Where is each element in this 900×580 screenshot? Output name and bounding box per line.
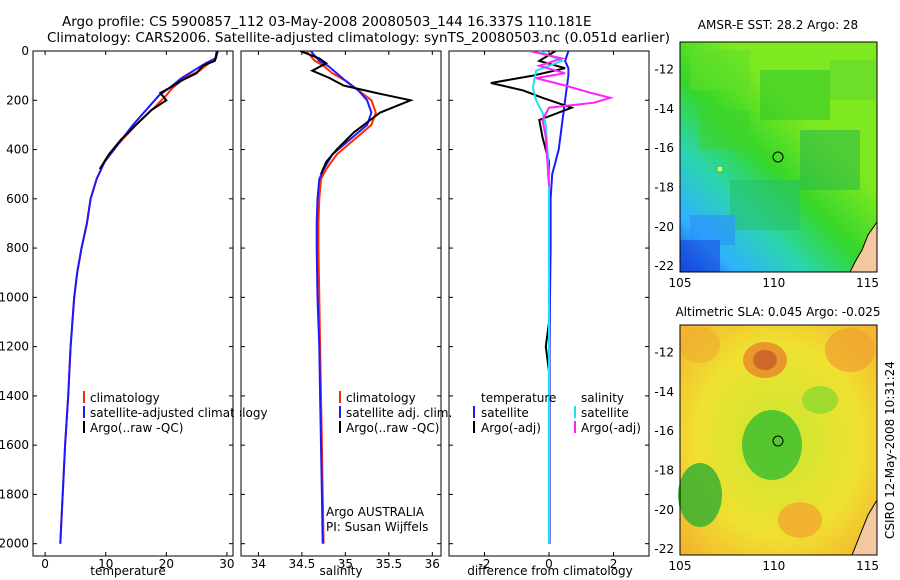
sla-map-title: Altimetric SLA: 0.045 Argo: -0.025 — [675, 305, 880, 319]
salinity-xtick-label: 35 — [338, 557, 353, 571]
sla-map-lat-label: -14 — [654, 385, 674, 399]
sla-high-southeast — [778, 502, 822, 538]
sst-map-lat-label: -14 — [654, 102, 674, 116]
sst-highlight-cell — [718, 167, 722, 171]
salinity-xtick-label: 35.5 — [375, 557, 402, 571]
sst-map-title: AMSR-E SST: 28.2 Argo: 28 — [698, 18, 858, 32]
sla-high-center-core — [753, 350, 777, 370]
sla-map-lat-label: -20 — [654, 503, 674, 517]
sst-patch — [800, 130, 860, 190]
pressure-tick-label: 200 — [6, 93, 29, 107]
side-timestamp: CSIRO 12-May-2008 10:31:24 — [883, 361, 897, 539]
pressure-tick-label: 400 — [6, 143, 29, 157]
sla-map-lon-label: 105 — [669, 559, 692, 573]
legend-title-salinity: salinity — [581, 391, 624, 405]
pressure-tick-label: 1800 — [0, 487, 29, 501]
legend-label-sal-argo: Argo(-adj) — [581, 421, 641, 435]
legend-label-satellite-adjusted: satellite-adjusted climatology — [90, 406, 268, 420]
temperature-series-argo-raw-qc- — [98, 51, 219, 170]
difference-xtick-label: 0 — [545, 557, 553, 571]
salinity-xtick-label: 34 — [251, 557, 266, 571]
difference-axis-label: difference from climatology — [467, 564, 633, 578]
legend-label-climatology: climatology — [90, 391, 160, 405]
pressure-tick-label: 0 — [21, 44, 29, 58]
temperature-axis-label: temperature — [90, 564, 165, 578]
sst-patch — [760, 70, 830, 120]
sst-map-lon-label: 105 — [669, 276, 692, 290]
sst-patch — [700, 110, 750, 150]
axes-gap — [234, 380, 240, 440]
temperature-xtick-label: 0 — [41, 557, 49, 571]
salinity-xtick-label: 34.5 — [289, 557, 316, 571]
sst-map-frame — [679, 41, 878, 273]
temperature-series-satellite-adjusted-climatology — [59, 51, 218, 544]
sla-map-lat-label: -16 — [654, 424, 674, 438]
legend-label-satellite: satellite adj. clim. — [346, 406, 452, 420]
argo-credit-line1: Argo AUSTRALIA — [326, 505, 425, 519]
difference-series-salinity-argo-adj- — [529, 51, 615, 187]
difference-legend: temperature salinity satellite Argo(-adj… — [473, 391, 641, 435]
sst-map-lon-label: 115 — [856, 276, 879, 290]
temperature-xtick-label: 20 — [159, 557, 174, 571]
sla-low-east — [802, 386, 838, 414]
salinity-axes — [240, 50, 442, 557]
sla-high-northwest — [680, 327, 720, 363]
sla-map-frame — [679, 324, 878, 556]
argo-credit-line2: PI: Susan Wijffels — [326, 520, 428, 534]
legend-label-sal-satellite: satellite — [581, 406, 629, 420]
temperature-axes — [32, 50, 234, 557]
pressure-tick-label: 1600 — [0, 438, 29, 452]
sst-patch — [690, 50, 750, 90]
sla-map-lat-label: -12 — [654, 346, 674, 360]
sla-float-marker — [772, 435, 784, 447]
pressure-tick-label: 2000 — [0, 537, 29, 551]
figure-title-line2: Climatology: CARS2006. Satellite-adjuste… — [47, 30, 670, 46]
sla-map-lon-label: 110 — [762, 559, 785, 573]
legend-label-temp-satellite: satellite — [481, 406, 529, 420]
sst-map-lat-label: -22 — [654, 259, 674, 273]
sla-map — [678, 324, 878, 556]
salinity-axis-label: salinity — [319, 564, 362, 578]
temperature-xtick-label: 10 — [98, 557, 113, 571]
pressure-tick-label: 600 — [6, 192, 29, 206]
sla-high-east — [825, 328, 875, 372]
legend-title-temperature: temperature — [481, 391, 556, 405]
sla-low-center — [742, 410, 802, 480]
legend-label-argo: Argo(..raw -QC) — [346, 421, 439, 435]
difference-xtick-label: -2 — [478, 557, 490, 571]
sst-patch — [730, 180, 800, 230]
pressure-tick-label: 1200 — [0, 340, 29, 354]
sst-map-lon-label: 110 — [762, 276, 785, 290]
pressure-tick-label: 800 — [6, 241, 29, 255]
sst-map — [679, 41, 878, 273]
legend-label-climatology: climatology — [346, 391, 416, 405]
salinity-series-satellite-adj-clim- — [309, 51, 373, 544]
salinity-legend: climatology satellite adj. clim. Argo(..… — [326, 391, 452, 534]
pressure-tick-label: 1400 — [0, 389, 29, 403]
sst-map-lat-label: -12 — [654, 63, 674, 77]
sla-map-lat-label: -22 — [654, 542, 674, 556]
sst-float-marker — [772, 151, 784, 163]
temperature-xtick-label: 30 — [219, 557, 234, 571]
figure-title-line1: Argo profile: CS 5900857_112 03-May-2008… — [62, 14, 592, 30]
temperature-legend: climatology satellite-adjusted climatolo… — [83, 391, 268, 435]
salinity-xtick-label: 36 — [425, 557, 440, 571]
sla-low-west — [678, 463, 722, 527]
salinity-series-argo-raw-qc- — [299, 51, 415, 175]
sst-texture — [680, 50, 875, 272]
difference-xtick-label: 2 — [610, 557, 618, 571]
sst-patch — [830, 60, 875, 100]
sla-map-lat-label: -18 — [654, 463, 674, 477]
sst-map-lat-label: -16 — [654, 141, 674, 155]
pressure-tick-label: 1000 — [0, 290, 29, 304]
sla-map-lon-label: 115 — [856, 559, 879, 573]
difference-series-temperature-argo-adj- — [490, 51, 575, 544]
sst-map-lat-label: -18 — [654, 180, 674, 194]
legend-label-temp-argo: Argo(-adj) — [481, 421, 541, 435]
sst-map-lat-label: -20 — [654, 220, 674, 234]
legend-label-argo: Argo(..raw -QC) — [90, 421, 183, 435]
sst-patch — [680, 240, 720, 272]
